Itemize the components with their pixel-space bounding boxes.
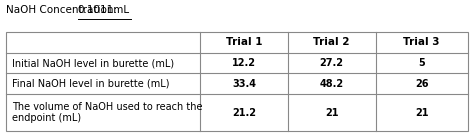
- Text: 27.2: 27.2: [319, 58, 344, 68]
- Text: The volume of NaOH used to reach the
endpoint (mL): The volume of NaOH used to reach the end…: [12, 102, 202, 123]
- Text: 33.4: 33.4: [232, 79, 256, 89]
- Text: Initial NaOH level in burette (mL): Initial NaOH level in burette (mL): [12, 58, 174, 68]
- Text: 26: 26: [415, 79, 428, 89]
- Text: NaOH Concentration:: NaOH Concentration:: [6, 5, 117, 15]
- Text: 12.2: 12.2: [232, 58, 256, 68]
- Text: 48.2: 48.2: [319, 79, 344, 89]
- Text: Trial 1: Trial 1: [226, 37, 262, 47]
- Text: 21: 21: [415, 108, 428, 118]
- Text: Trial 2: Trial 2: [313, 37, 350, 47]
- Text: 0.1011mL: 0.1011mL: [78, 5, 130, 15]
- Text: Final NaOH level in burette (mL): Final NaOH level in burette (mL): [12, 79, 169, 89]
- Text: Trial 3: Trial 3: [403, 37, 440, 47]
- Text: 21: 21: [325, 108, 338, 118]
- Text: 21.2: 21.2: [232, 108, 256, 118]
- Text: 5: 5: [419, 58, 425, 68]
